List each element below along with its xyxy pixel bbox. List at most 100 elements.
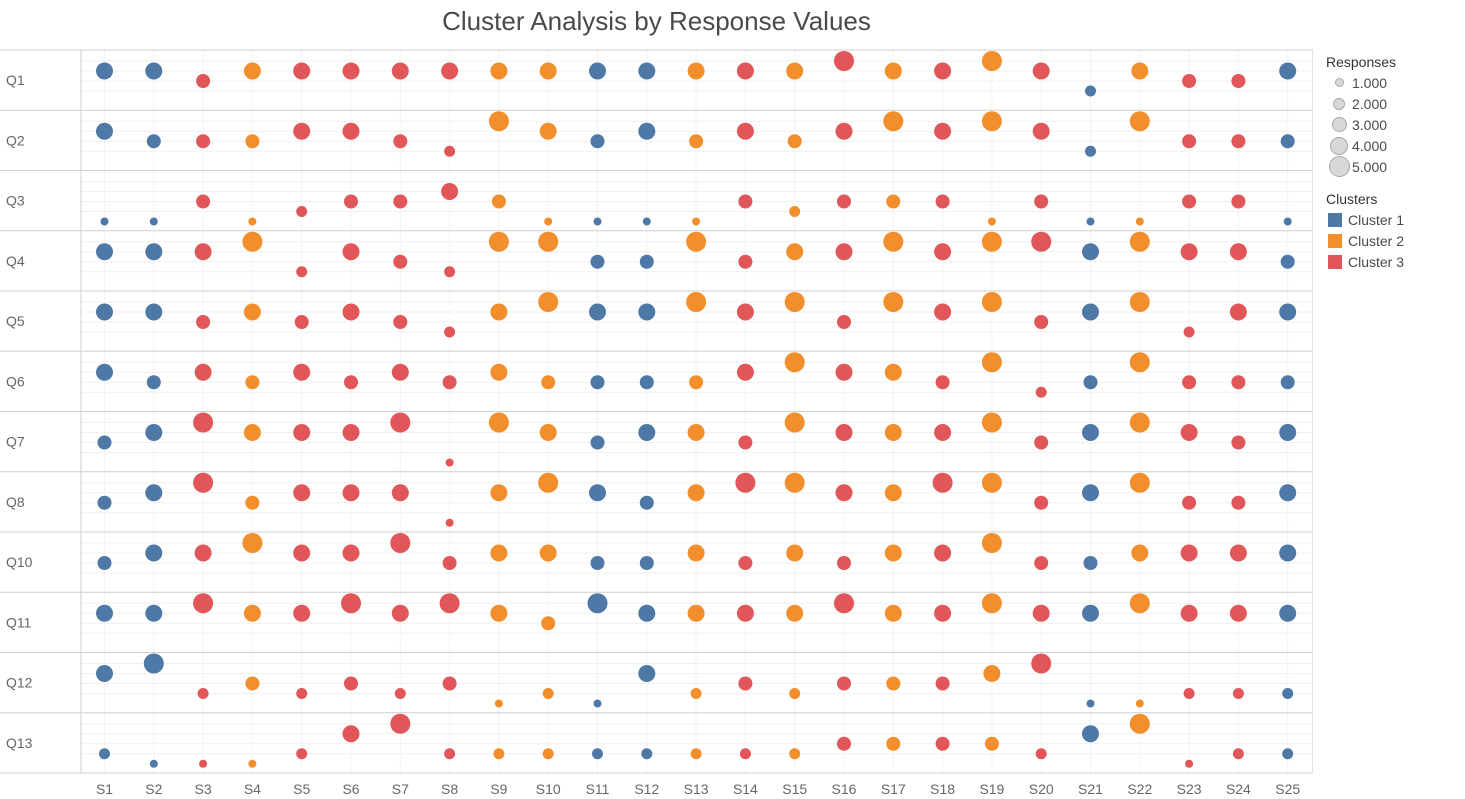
data-point — [243, 604, 261, 622]
data-point — [592, 748, 603, 760]
data-point — [145, 303, 163, 321]
cluster-legend: Clusters Cluster 1 Cluster 2 Cluster 3 — [1326, 191, 1404, 272]
x-tick-label: S5 — [293, 781, 310, 797]
data-point — [1182, 74, 1197, 88]
data-point — [935, 194, 950, 209]
data-point — [738, 435, 753, 450]
data-point — [1131, 544, 1149, 562]
cluster-legend-item[interactable]: Cluster 2 — [1326, 230, 1404, 251]
data-point — [987, 217, 996, 226]
data-point — [196, 315, 211, 329]
data-point — [342, 303, 360, 321]
data-point — [593, 217, 602, 226]
x-tick-label: S22 — [1127, 781, 1152, 797]
size-legend-item: 4.000 — [1326, 135, 1396, 156]
data-point — [883, 111, 904, 132]
data-point — [981, 412, 1002, 433]
size-legend-circle-icon — [1331, 117, 1347, 132]
data-point — [690, 748, 702, 760]
data-point — [293, 484, 311, 502]
data-point — [394, 688, 406, 699]
data-point — [739, 748, 751, 760]
data-point — [294, 315, 309, 329]
data-point — [689, 134, 704, 149]
data-point — [1031, 231, 1052, 252]
data-point — [1034, 315, 1049, 329]
data-point — [738, 556, 753, 570]
data-point — [490, 484, 508, 502]
data-point — [934, 122, 952, 140]
data-point — [488, 111, 509, 132]
data-point — [981, 231, 1002, 252]
data-point — [193, 593, 214, 614]
data-point — [786, 243, 804, 261]
data-point — [390, 533, 411, 553]
data-point — [1031, 653, 1052, 674]
x-tick-label: S3 — [195, 781, 212, 797]
data-point — [590, 254, 605, 269]
data-point — [1083, 375, 1098, 390]
data-point — [884, 363, 902, 381]
data-point — [97, 556, 112, 570]
data-point — [736, 303, 754, 321]
data-point — [196, 194, 211, 209]
data-point — [143, 653, 164, 674]
data-point — [391, 484, 409, 502]
data-point — [1032, 62, 1050, 80]
data-point — [248, 759, 257, 768]
data-point — [639, 556, 654, 570]
data-point — [490, 62, 508, 80]
data-point — [146, 134, 161, 149]
data-point — [835, 424, 853, 441]
data-point — [886, 194, 901, 209]
data-point — [935, 736, 950, 751]
data-point — [1082, 303, 1099, 321]
cluster-legend-item[interactable]: Cluster 1 — [1326, 209, 1404, 230]
data-point — [837, 676, 851, 691]
data-point — [1129, 292, 1150, 312]
data-point — [296, 688, 308, 699]
x-tick-label: S14 — [733, 781, 758, 797]
cluster-legend-item[interactable]: Cluster 3 — [1326, 251, 1404, 272]
data-point — [1129, 111, 1150, 132]
data-point — [934, 243, 952, 261]
data-point — [1231, 435, 1246, 450]
chart-title: Cluster Analysis by Response Values — [442, 6, 871, 36]
data-point — [245, 676, 260, 691]
x-tick-label: S23 — [1177, 781, 1202, 797]
x-tick-label: S7 — [392, 781, 409, 797]
data-point — [686, 292, 707, 312]
data-point — [1182, 134, 1197, 149]
data-point — [1032, 122, 1050, 140]
data-point — [494, 699, 503, 708]
data-point — [196, 74, 211, 88]
data-point — [193, 412, 214, 433]
data-point — [96, 363, 113, 381]
data-point — [1231, 495, 1246, 510]
data-point — [837, 315, 851, 329]
data-point — [342, 424, 360, 441]
data-point — [589, 62, 606, 80]
x-tick-label: S9 — [490, 781, 507, 797]
x-tick-label: S13 — [684, 781, 709, 797]
data-point — [981, 593, 1002, 614]
data-point — [1229, 303, 1247, 321]
data-point — [145, 243, 163, 261]
data-point — [687, 62, 705, 80]
data-point — [149, 217, 158, 226]
data-point — [981, 292, 1002, 312]
data-point — [145, 484, 163, 502]
x-tick-label: S24 — [1226, 781, 1251, 797]
data-point — [296, 266, 308, 278]
data-point — [293, 424, 311, 441]
data-point — [1129, 412, 1150, 433]
x-tick-label: S10 — [536, 781, 561, 797]
data-point — [835, 484, 853, 502]
data-point — [1283, 217, 1292, 226]
data-point — [837, 736, 851, 751]
data-point — [391, 62, 409, 80]
data-point — [784, 472, 805, 493]
data-point — [539, 62, 557, 80]
data-point — [194, 544, 212, 562]
data-point — [441, 183, 459, 200]
